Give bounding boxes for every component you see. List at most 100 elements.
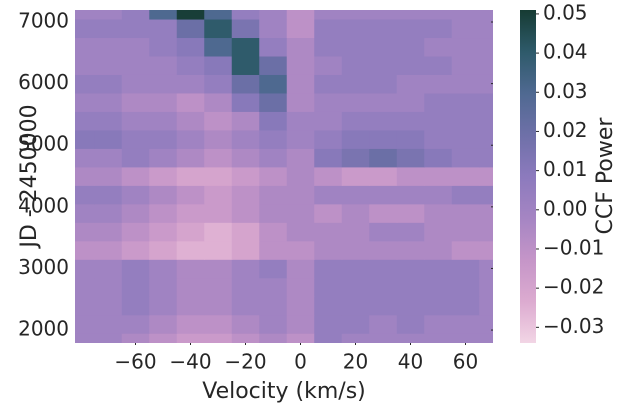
heatmap-cell: [259, 92, 288, 112]
heatmap-cell: [424, 92, 453, 112]
heatmap-cell: [341, 296, 370, 316]
y-tick-label: 3000: [18, 255, 69, 279]
heatmap-cell: [286, 259, 315, 279]
heatmap-cell: [479, 55, 493, 75]
heatmap-cell: [94, 37, 123, 57]
x-tick-label: −40: [169, 350, 211, 374]
heatmap-cell: [121, 148, 150, 168]
heatmap-cell: [314, 111, 343, 131]
colorbar-label: CCF Power: [593, 117, 618, 235]
heatmap-cell: [176, 55, 205, 75]
heatmap-cell: [341, 166, 370, 186]
heatmap-cell: [176, 129, 205, 149]
heatmap-cell: [396, 111, 425, 131]
x-tick-label: −60: [114, 350, 156, 374]
heatmap-cell: [341, 259, 370, 279]
heatmap-cell: [259, 129, 288, 149]
heatmap-cell: [259, 37, 288, 57]
heatmap-cell: [396, 18, 425, 39]
heatmap-cell: [231, 55, 260, 75]
heatmap-cell: [94, 111, 123, 131]
heatmap-cell: [341, 333, 370, 343]
heatmap-cell: [75, 10, 95, 20]
heatmap-cell: [396, 74, 425, 94]
heatmap-cell: [314, 55, 343, 75]
colorbar-tick-label: 0.01: [543, 157, 588, 181]
heatmap-cell: [231, 259, 260, 279]
heatmap-cell: [75, 222, 95, 242]
heatmap-cell: [176, 92, 205, 112]
heatmap-cell: [149, 222, 178, 242]
heatmap-cell: [149, 37, 178, 57]
heatmap-cell: [75, 277, 95, 297]
heatmap-cell: [204, 185, 233, 205]
heatmap-cell: [369, 333, 398, 343]
heatmap-cell: [424, 277, 453, 297]
heatmap-cell: [259, 240, 288, 260]
heatmap-cell: [424, 129, 453, 149]
heatmap-cell: [204, 166, 233, 186]
heatmap-cell: [75, 37, 95, 57]
heatmap-cell: [479, 277, 493, 297]
heatmap-cell: [176, 18, 205, 39]
y-axis-label: JD - 2450000: [17, 104, 42, 249]
heatmap-cell: [424, 314, 453, 334]
heatmap-cell: [286, 10, 315, 20]
heatmap-cell: [259, 222, 288, 242]
heatmap-cell: [369, 111, 398, 131]
heatmap-cell: [369, 185, 398, 205]
heatmap-cell: [314, 259, 343, 279]
heatmap-cell: [286, 74, 315, 94]
heatmap-cell: [259, 18, 288, 39]
heatmap-cell: [479, 92, 493, 112]
heatmap-cell: [94, 277, 123, 297]
heatmap-cell: [176, 185, 205, 205]
heatmap-cell: [314, 92, 343, 112]
heatmap-cell: [451, 129, 480, 149]
heatmap-cell: [259, 10, 288, 20]
heatmap-cell: [479, 18, 493, 39]
heatmap-cell: [176, 74, 205, 94]
heatmap-cell: [75, 314, 95, 334]
heatmap-cell: [369, 148, 398, 168]
heatmap-cell: [149, 240, 178, 260]
heatmap-cell: [259, 185, 288, 205]
heatmap-cell: [369, 166, 398, 186]
heatmap-cell: [149, 129, 178, 149]
heatmap-cell: [121, 10, 150, 20]
heatmap-cell: [286, 314, 315, 334]
heatmap-cell: [121, 166, 150, 186]
heatmap-cell: [94, 129, 123, 149]
heatmap-cell: [149, 148, 178, 168]
heatmap-cell: [451, 37, 480, 57]
heatmap-cell: [94, 333, 123, 343]
heatmap-cell: [479, 166, 493, 186]
heatmap-cell: [204, 74, 233, 94]
heatmap-cell: [75, 129, 95, 149]
heatmap-cell: [314, 185, 343, 205]
heatmap-cell: [286, 37, 315, 57]
heatmap-cell: [369, 240, 398, 260]
heatmap-cell: [396, 203, 425, 223]
heatmap-cell: [231, 111, 260, 131]
heatmap-cell: [424, 37, 453, 57]
heatmap-cell: [204, 222, 233, 242]
heatmap-cell: [259, 333, 288, 343]
heatmap-cell: [121, 111, 150, 131]
colorbar-tick-label: −0.03: [543, 314, 604, 338]
heatmap-cell: [396, 55, 425, 75]
heatmap-cell: [259, 203, 288, 223]
heatmap-cell: [479, 10, 493, 20]
heatmap-cell: [204, 37, 233, 57]
heatmap-cell: [451, 148, 480, 168]
colorbar-tick-label: 0.00: [543, 196, 588, 220]
heatmap-cell: [259, 259, 288, 279]
heatmap-cell: [286, 148, 315, 168]
heatmap-cell: [451, 314, 480, 334]
heatmap-cell: [121, 74, 150, 94]
heatmap-cell: [75, 92, 95, 112]
heatmap-cell: [231, 240, 260, 260]
heatmap-cell: [121, 185, 150, 205]
heatmap-cell: [149, 92, 178, 112]
heatmap-cell: [479, 240, 493, 260]
